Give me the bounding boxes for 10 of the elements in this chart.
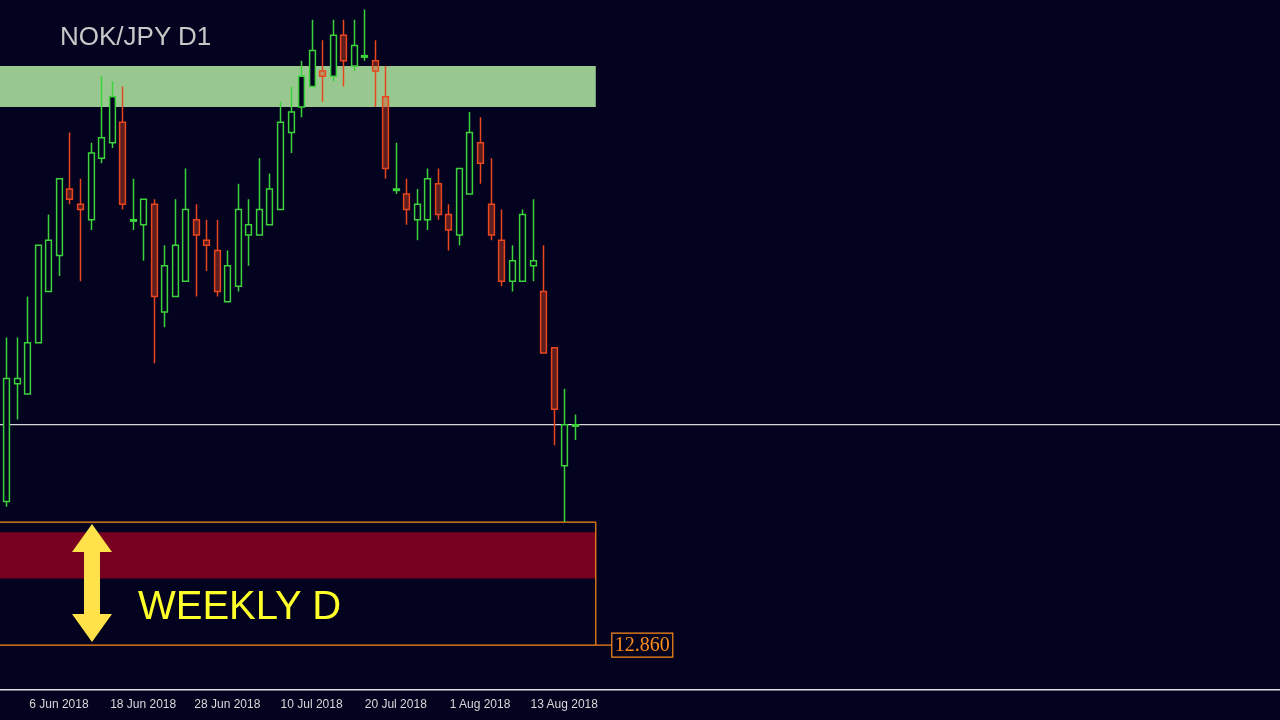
text: WEEKLY D [138,583,342,628]
x-tick-label: 20 Jul 2018 [364,697,428,712]
x-tick-label: 28 Jun 2018 [194,697,261,712]
x-tick-label: 1 Aug 2018 [449,697,511,712]
x-tick-label: 6 Jun 2018 [29,697,89,712]
text: NOK/JPY D1 [60,21,212,52]
x-tick-label: 18 Jun 2018 [110,697,177,712]
text: 12.860 [614,633,670,656]
x-tick-label: 10 Jul 2018 [280,697,343,712]
x-tick-label: 13 Aug 2018 [530,697,599,712]
